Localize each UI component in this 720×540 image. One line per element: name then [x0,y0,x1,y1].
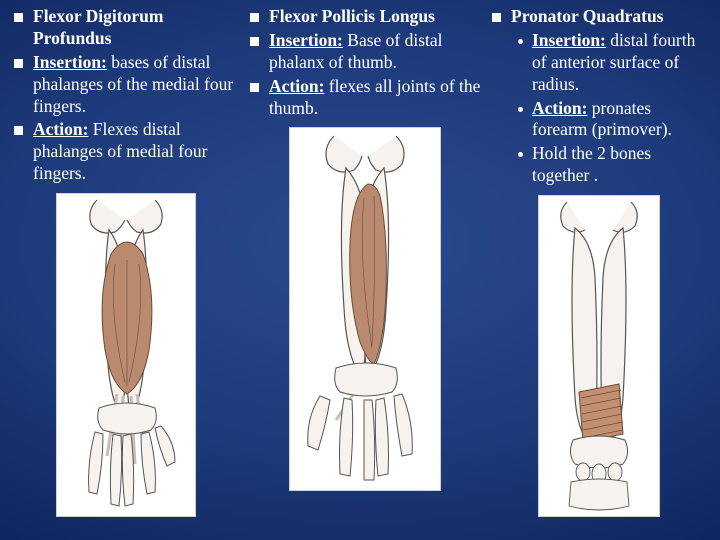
col3-sub-1: Action: pronates forearm (primover). [514,98,710,142]
col3-sublist: Insertion: distal fourth of anterior sur… [514,30,710,189]
col2-item-2-bold: Action: [269,76,324,96]
square-bullet-icon [14,59,23,68]
col3-sub-0-text: Insertion: distal fourth of anterior sur… [532,30,710,96]
round-bullet-icon [518,39,523,44]
col2-item-1-text: Insertion: Base of distal phalanx of thu… [269,30,484,74]
round-bullet-icon [518,152,523,157]
col1-item-2: Action: Flexes distal phalanges of media… [10,119,242,185]
col3-heading: Pronator Quadratus [511,6,664,26]
col3-sub-2: Hold the 2 bones together . [514,143,710,187]
col3-sub-0: Insertion: distal fourth of anterior sur… [514,30,710,96]
col1-item-1-bold: Insertion: [33,52,107,72]
column-2: Flexor Pollicis Longus Insertion: Base o… [246,6,484,530]
col3-sub-2-plain: Hold the 2 bones together . [532,143,651,185]
col2-item-0: Flexor Pollicis Longus [246,6,484,28]
square-bullet-icon [14,126,23,135]
col2-item-0-bold: Flexor Pollicis Longus [269,6,435,26]
col2-item-1: Insertion: Base of distal phalanx of thu… [246,30,484,74]
col2-image-wrap [246,127,484,491]
col2-item-1-bold: Insertion: [269,30,343,50]
col1-item-0: Flexor Digitorum Profundus [10,6,242,50]
square-bullet-icon [250,13,259,22]
square-bullet-icon [250,37,259,46]
col1-item-0-text: Flexor Digitorum Profundus [33,6,242,50]
col3-image-wrap [488,195,710,517]
square-bullet-icon [492,13,501,22]
col3-anatomy-image [538,195,660,517]
col2-item-2-text: Action: flexes all joints of the thumb. [269,76,484,120]
forearm-fpl-icon [290,128,440,490]
column-1: Flexor Digitorum Profundus Insertion: ba… [10,6,242,530]
forearm-pq-icon [539,196,659,516]
square-bullet-icon [250,83,259,92]
col1-item-1: Insertion: bases of distal phalanges of … [10,52,242,118]
col3-sub-0-bold: Insertion: [532,30,606,50]
col1-item-2-text: Action: Flexes distal phalanges of media… [33,119,242,185]
col1-item-2-bold: Action: [33,119,88,139]
round-bullet-icon [518,107,523,112]
col2-item-0-text: Flexor Pollicis Longus [269,6,435,28]
col2-item-2: Action: flexes all joints of the thumb. [246,76,484,120]
col3-heading-row: Pronator Quadratus [488,6,710,28]
col1-item-1-text: Insertion: bases of distal phalanges of … [33,52,242,118]
col3-heading-text: Pronator Quadratus [511,6,664,28]
square-bullet-icon [14,13,23,22]
column-3: Pronator Quadratus Insertion: distal fou… [488,6,710,530]
col3-sub-1-text: Action: pronates forearm (primover). [532,98,710,142]
col1-anatomy-image [56,193,196,517]
col3-sub-2-text: Hold the 2 bones together . [532,143,710,187]
forearm-fdp-icon [57,194,195,516]
col3-sub-1-bold: Action: [532,98,587,118]
col1-image-wrap [10,193,242,517]
slide-columns: Flexor Digitorum Profundus Insertion: ba… [10,6,710,530]
col2-anatomy-image [289,127,441,491]
col1-item-0-bold: Flexor Digitorum Profundus [33,6,163,48]
